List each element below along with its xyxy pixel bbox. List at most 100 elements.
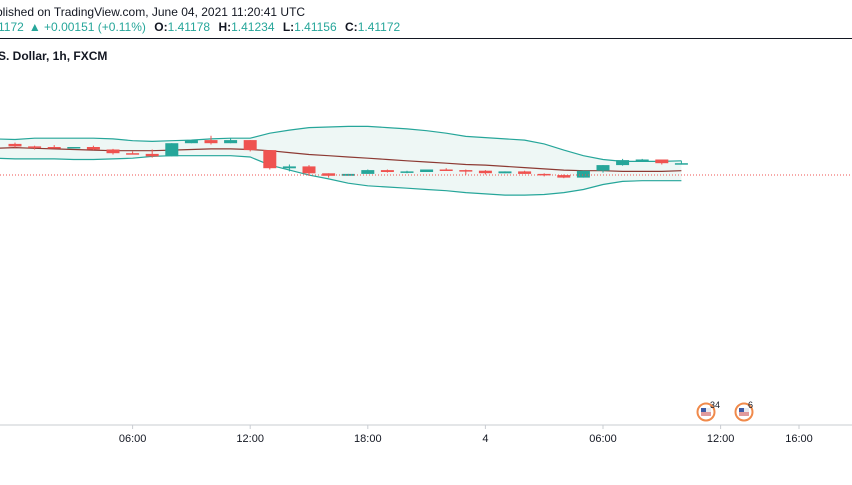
candle — [459, 169, 473, 175]
candle — [126, 151, 140, 155]
symbol-title: S. Dollar, 1h, FXCM — [0, 49, 108, 63]
candle — [596, 165, 610, 173]
time-tick-label: 06:00 — [119, 433, 147, 445]
candle — [576, 170, 590, 178]
candle — [28, 145, 42, 150]
candle — [635, 158, 649, 161]
chart-header: blished on TradingView.com, June 04, 202… — [0, 0, 852, 38]
event-badges: 34 6 — [696, 400, 754, 422]
candle — [204, 135, 218, 145]
badge-flag-canton — [739, 408, 744, 412]
candle-body — [537, 173, 551, 176]
candle — [282, 164, 296, 172]
price-change: +0.00151 (+0.11%) — [44, 20, 146, 34]
candle-body — [380, 170, 394, 172]
open-value: 1.41178 — [167, 20, 211, 34]
candle-body — [459, 170, 473, 172]
candle-body — [263, 150, 277, 169]
candle-body — [282, 166, 296, 169]
candle-body — [557, 175, 571, 178]
candle — [361, 169, 375, 174]
candle — [380, 169, 394, 173]
bollinger-bands — [0, 125, 682, 196]
time-tick-label: 18:00 — [354, 433, 382, 445]
candle-body — [86, 147, 100, 150]
open-label: O: — [154, 20, 168, 34]
candle-body — [498, 171, 512, 174]
candle — [165, 143, 179, 157]
candle — [106, 148, 120, 155]
candle — [86, 145, 100, 151]
candle — [184, 140, 198, 144]
us-flag-calendar-icon[interactable]: 34 — [696, 400, 721, 422]
candle — [674, 160, 688, 165]
candle-body — [655, 159, 669, 164]
close-value: 1.41172 — [357, 20, 401, 34]
candle — [224, 138, 238, 144]
candle — [420, 169, 434, 172]
candle — [263, 150, 277, 170]
candle — [655, 159, 669, 165]
time-tick-label: 06:00 — [589, 433, 617, 445]
candle — [478, 170, 492, 175]
candle-body — [165, 143, 179, 157]
close-label: C: — [345, 20, 358, 34]
candle — [557, 174, 571, 179]
time-tick-label: 16:00 — [785, 433, 813, 445]
candle-body — [576, 170, 590, 178]
candle-body — [224, 140, 238, 144]
candle-body — [322, 173, 336, 176]
candle-body — [302, 166, 316, 174]
published-caption: blished on TradingView.com, June 04, 202… — [0, 5, 306, 19]
time-tick-label: 12:00 — [707, 433, 735, 445]
bollinger-upper-line — [0, 125, 682, 162]
candle-body — [596, 165, 610, 171]
low-value: 1.41156 — [294, 20, 337, 34]
candle — [302, 165, 316, 176]
candle — [439, 168, 453, 171]
candle — [67, 147, 81, 149]
candle-body — [67, 147, 81, 149]
candle-body — [106, 149, 120, 154]
time-tick-label: 4 — [482, 433, 488, 445]
candle-body — [126, 153, 140, 155]
candle-body — [674, 163, 688, 165]
candle-body — [420, 169, 434, 172]
candle-body — [47, 147, 61, 149]
candle-body — [635, 159, 649, 161]
candle-body — [616, 160, 630, 166]
candle — [537, 173, 551, 177]
candle — [498, 171, 512, 174]
candle-body — [8, 143, 22, 147]
candle-body — [28, 146, 42, 148]
time-axis: 06:00 12:00 18:00 4 06:00 12:00 16:00 — [0, 424, 852, 445]
candle — [322, 173, 336, 178]
badge-flag-canton — [701, 408, 706, 412]
time-tick-label: 12:00 — [236, 433, 264, 445]
candle-body — [361, 170, 375, 174]
high-label: H: — [218, 20, 232, 34]
badge-count: 34 — [710, 400, 720, 410]
candlesticks — [8, 135, 688, 179]
candle — [145, 149, 159, 158]
candle — [400, 170, 414, 174]
candle-body — [184, 140, 198, 144]
header-divider — [0, 38, 852, 39]
low-label: L: — [282, 20, 295, 34]
up-arrow-icon: ▲ — [28, 20, 41, 34]
candle-body — [145, 153, 159, 157]
badge-count: 6 — [748, 400, 753, 410]
high-value: 1.41234 — [231, 20, 275, 34]
candle-body — [439, 169, 453, 171]
candle — [47, 145, 61, 149]
ohlc-legend: 1172 ▲ +0.00151 (+0.11%) O:1.41178 H:1.41… — [0, 20, 405, 34]
candle-body — [478, 170, 492, 174]
uk-flag-calendar-icon[interactable]: 6 — [734, 400, 754, 422]
candle — [243, 140, 257, 152]
candle-body — [204, 140, 218, 144]
candle — [518, 170, 532, 174]
candle — [616, 158, 630, 166]
candle-body — [400, 171, 414, 173]
candle — [8, 142, 22, 148]
